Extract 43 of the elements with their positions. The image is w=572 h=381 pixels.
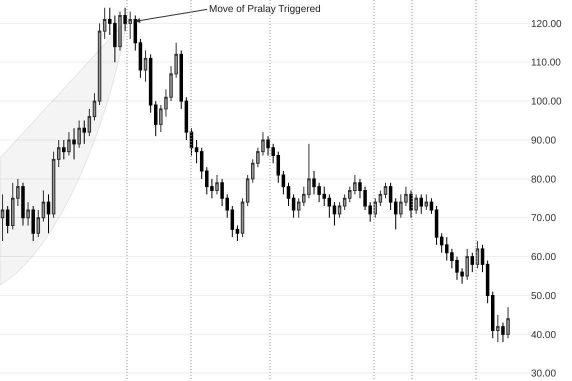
y-tick-label: 50.00: [531, 290, 556, 302]
candlestick: [26, 202, 30, 226]
candlestick: [46, 194, 50, 234]
y-tick-label: 100.00: [531, 96, 562, 108]
candlestick: [144, 50, 148, 82]
y-tick-label: 40.00: [531, 330, 556, 341]
candlestick: [0, 194, 4, 242]
candlestick: [266, 136, 270, 156]
candlestick: [424, 194, 428, 210]
candlestick: [414, 194, 418, 214]
candlestick: [62, 139, 66, 160]
candlestick: [430, 198, 434, 214]
y-tick-label: 30.00: [531, 368, 556, 380]
candlestick: [72, 128, 76, 160]
candlestick: [476, 240, 480, 269]
candlestick: [506, 306, 510, 339]
candlestick: [292, 194, 296, 218]
candlestick: [384, 182, 388, 199]
y-tick-label: 110.00: [531, 58, 562, 69]
candlestick: [77, 120, 81, 148]
candlestick: [496, 314, 500, 343]
y-tick-label: 90.00: [531, 135, 556, 146]
candlestick: [419, 194, 423, 214]
candlestick: [470, 252, 474, 273]
candlestick: [6, 206, 10, 234]
candlestick: [128, 11, 132, 40]
candlestick: [118, 11, 122, 52]
y-tick-label: 70.00: [531, 213, 556, 224]
candlestick: [31, 206, 35, 242]
y-tick-label: 60.00: [531, 252, 556, 264]
y-tick-label: 120.00: [531, 18, 562, 30]
candlestick: [460, 268, 464, 284]
candlestick: [123, 7, 127, 32]
candlestick: [358, 178, 362, 199]
candlestick: [82, 120, 86, 144]
candlestick: [215, 174, 219, 195]
candlestick: [465, 248, 469, 280]
candlestick: [67, 132, 71, 156]
candlestick: [409, 190, 413, 218]
y-tick-label: 80.00: [531, 174, 556, 186]
annotation: Move of Pralay Triggered: [209, 4, 321, 15]
candlestick: [501, 322, 505, 343]
candlestick: [21, 182, 25, 226]
